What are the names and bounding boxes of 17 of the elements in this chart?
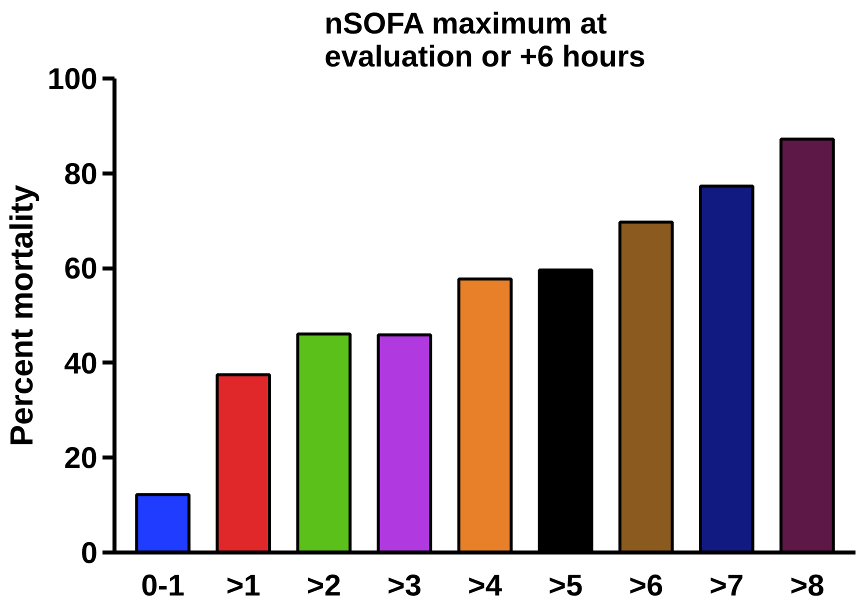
y-tick-label: 100 bbox=[47, 63, 98, 96]
y-tick-label: 80 bbox=[64, 158, 98, 191]
x-tick-label: >5 bbox=[548, 570, 583, 602]
y-tick-label: 60 bbox=[64, 252, 98, 286]
x-tick-label: >4 bbox=[468, 570, 502, 602]
x-tick-label: >7 bbox=[710, 570, 744, 602]
x-tick-label: >3 bbox=[387, 570, 422, 602]
y-tick-label: 20 bbox=[64, 442, 98, 476]
x-tick-label: >8 bbox=[790, 570, 824, 602]
y-tick-label: 40 bbox=[64, 347, 98, 380]
chart-title: nSOFA maximum at evaluation or +6 hours bbox=[324, 8, 646, 74]
y-axis-title: Percent mortality bbox=[3, 184, 40, 446]
x-tick-label: >6 bbox=[628, 570, 664, 602]
x-tick-label: 0-1 bbox=[141, 570, 185, 602]
x-tick-label: >2 bbox=[306, 570, 342, 602]
x-tick-label: >1 bbox=[226, 570, 260, 602]
y-tick-label: 0 bbox=[80, 537, 98, 570]
